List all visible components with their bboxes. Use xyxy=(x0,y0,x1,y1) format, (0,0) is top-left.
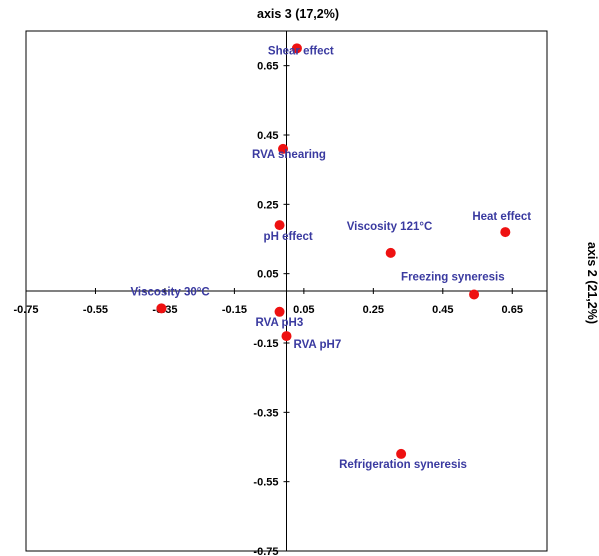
y-tick-label: -0.15 xyxy=(253,338,278,350)
data-point-label: pH effect xyxy=(264,231,313,243)
data-point-label: Heat effect xyxy=(472,211,531,223)
data-point-marker xyxy=(278,143,289,154)
data-point-label: Refrigeration syneresis xyxy=(339,459,467,471)
x-tick-label: 0.25 xyxy=(363,304,384,316)
x-axis-title: axis 2 (21,2%) xyxy=(585,242,599,324)
data-point-marker xyxy=(396,448,407,459)
x-tick-label: -0.15 xyxy=(222,304,247,316)
y-tick-label: -0.75 xyxy=(253,546,278,556)
data-point-marker xyxy=(274,220,285,231)
x-tick-label: 0.05 xyxy=(293,304,314,316)
x-axis-ticks: -0.75-0.55-0.35-0.150.050.250.450.65 xyxy=(13,288,523,316)
data-point-marker xyxy=(385,247,396,258)
data-point-marker xyxy=(281,331,292,342)
data-point-label: RVA shearing xyxy=(252,149,326,161)
y-tick-label: 0.25 xyxy=(257,199,278,211)
data-point-label: Viscosity 30°C xyxy=(130,286,209,298)
data-point-marker xyxy=(156,303,167,314)
data-points: Shear effect RVA shearing pH effect Viscosi… xyxy=(130,43,531,471)
data-point-label: RVA pH7 xyxy=(294,339,342,351)
data-point-label: RVA pH3 xyxy=(256,317,304,329)
y-tick-label: 0.05 xyxy=(257,269,278,281)
y-tick-label: -0.35 xyxy=(253,407,278,419)
data-point-label: Freezing syneresis xyxy=(401,271,505,283)
y-tick-label: 0.65 xyxy=(257,61,278,73)
data-point-label: Viscosity 121°C xyxy=(347,221,433,233)
x-tick-label: -0.55 xyxy=(83,304,108,316)
y-axis-title: axis 3 (17,2%) xyxy=(257,7,339,21)
y-tick-label: 0.45 xyxy=(257,130,278,142)
y-tick-label: -0.55 xyxy=(253,477,278,489)
y-axis-ticks: 0.65 0.45 0.25 0.05 -0.15 -0.35 -0.55 -0.75 xyxy=(253,61,290,556)
data-point-label: Shear effect xyxy=(268,45,334,57)
data-point-marker xyxy=(274,306,285,317)
x-tick-label: -0.75 xyxy=(13,304,38,316)
x-tick-label: 0.45 xyxy=(432,304,453,316)
x-tick-label: 0.65 xyxy=(502,304,523,316)
data-point-marker xyxy=(291,43,302,54)
data-point-marker xyxy=(500,227,511,238)
data-point-marker xyxy=(469,289,480,300)
